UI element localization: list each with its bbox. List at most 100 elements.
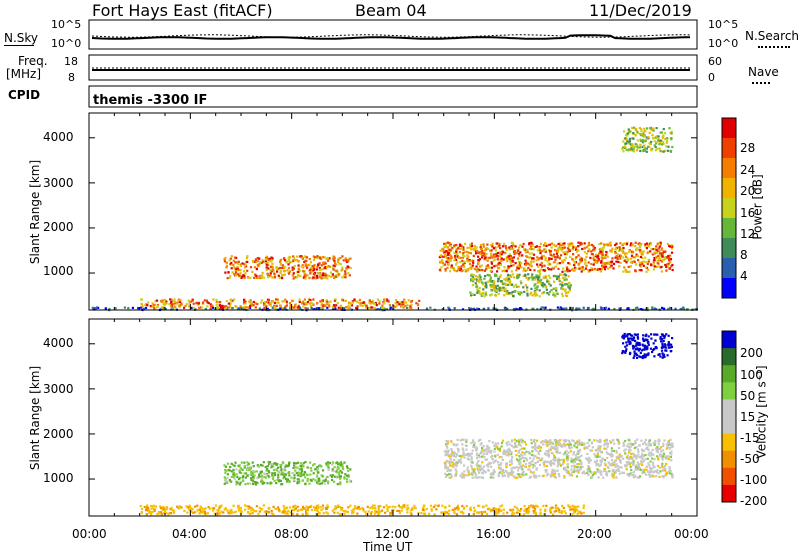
power-cell-3 bbox=[546, 267, 550, 270]
velocity-cell-2 bbox=[648, 474, 652, 477]
velocity-cell-2 bbox=[497, 472, 500, 475]
power-cell-0 bbox=[326, 306, 329, 309]
velocity-cell-2 bbox=[549, 459, 553, 463]
velocity-cell-2 bbox=[564, 451, 567, 454]
power-cell-2 bbox=[237, 260, 240, 263]
velocity-cell-2 bbox=[573, 469, 576, 472]
power-cell-3 bbox=[523, 267, 526, 271]
power-cell-3 bbox=[482, 243, 485, 246]
velocity-cell-2 bbox=[610, 447, 613, 450]
power-cell-2 bbox=[312, 255, 315, 258]
power-cell-4 bbox=[493, 280, 496, 283]
velocity-cell-2 bbox=[554, 456, 557, 459]
power-cell-3 bbox=[547, 243, 550, 246]
velocity-cell-2 bbox=[620, 455, 623, 458]
velocity-cell-2 bbox=[458, 454, 461, 457]
power-cell-5 bbox=[648, 142, 651, 145]
power-cell-2 bbox=[236, 261, 239, 264]
velocity-cell-0 bbox=[194, 510, 197, 513]
velocity-cell-0 bbox=[169, 512, 172, 515]
velocity-cell-2 bbox=[645, 473, 648, 476]
velocity-cell-2 bbox=[599, 459, 602, 462]
power-cell-2 bbox=[313, 274, 316, 277]
power-cell-2 bbox=[241, 275, 244, 278]
power-cell-3 bbox=[606, 262, 609, 265]
power-cell-3 bbox=[447, 241, 450, 244]
power-cell-3 bbox=[663, 250, 666, 253]
power-cell-4 bbox=[503, 278, 506, 281]
power-cell-3 bbox=[542, 244, 546, 247]
power-cell-3 bbox=[470, 248, 473, 251]
velocity-cell-2 bbox=[470, 442, 473, 445]
power-cell-3 bbox=[457, 268, 460, 271]
power-cell-5 bbox=[643, 127, 646, 130]
power-cell-1 bbox=[369, 302, 372, 305]
velocity-cell-0 bbox=[441, 504, 444, 507]
power-cell-5 bbox=[666, 137, 669, 140]
power-cell-5 bbox=[639, 149, 642, 153]
power-cell-4 bbox=[471, 277, 474, 280]
velocity-panel bbox=[88, 318, 698, 517]
power-cell-3 bbox=[585, 255, 588, 258]
velocity-cell-3 bbox=[637, 349, 640, 352]
power-cell-3 bbox=[528, 242, 531, 245]
velocity-cell-2 bbox=[671, 474, 674, 477]
power-cell-1 bbox=[302, 305, 305, 308]
velocity-cell-2 bbox=[535, 446, 539, 449]
velocity-cell-2 bbox=[667, 440, 670, 443]
velocity-cell-2 bbox=[537, 451, 540, 454]
velocity-cell-2 bbox=[519, 448, 522, 451]
velocity-cell-2 bbox=[523, 465, 527, 468]
power-cell-3 bbox=[584, 267, 587, 270]
power-cell-3 bbox=[516, 257, 520, 260]
power-cell-2 bbox=[255, 261, 258, 264]
velocity-cell-2 bbox=[445, 440, 448, 443]
velocity-cell-3 bbox=[654, 333, 657, 336]
velocity-cell-1 bbox=[260, 475, 263, 478]
velocity-cell-2 bbox=[574, 457, 577, 460]
power-cell-5 bbox=[657, 135, 660, 138]
power-cell-5 bbox=[651, 133, 654, 137]
power-cell-3 bbox=[524, 259, 527, 262]
velocity-cell-0 bbox=[255, 505, 258, 508]
power-cell-4 bbox=[507, 291, 511, 295]
velocity-cell-0 bbox=[440, 511, 443, 514]
power-cell-3 bbox=[557, 247, 560, 250]
velocity-cell-2 bbox=[510, 472, 514, 475]
velocity-cell-2 bbox=[634, 467, 637, 470]
velocity-cell-3 bbox=[626, 333, 629, 336]
velocity-cell-2 bbox=[556, 446, 559, 449]
velocity-cell-2 bbox=[611, 454, 614, 457]
velocity-cell-1 bbox=[239, 481, 242, 484]
power-cell-4 bbox=[567, 291, 570, 294]
power-cell-2 bbox=[273, 272, 276, 275]
power-cell-3 bbox=[468, 259, 471, 262]
power-cell-2 bbox=[287, 263, 290, 266]
power-cell-1 bbox=[209, 307, 212, 310]
velocity-cell-2 bbox=[629, 455, 632, 459]
power-cell-4 bbox=[567, 275, 570, 278]
velocity-cell-2 bbox=[581, 471, 584, 475]
velocity-cell-2 bbox=[446, 453, 449, 457]
power-cell-3 bbox=[642, 264, 645, 267]
velocity-cell-1 bbox=[252, 479, 255, 482]
velocity-cell-2 bbox=[595, 461, 598, 464]
power-cell-1 bbox=[347, 304, 350, 307]
velocity-cell-2 bbox=[613, 471, 616, 474]
velocity-cell-2 bbox=[655, 449, 658, 453]
velocity-cell-2 bbox=[641, 450, 644, 453]
power-cell-4 bbox=[471, 275, 475, 278]
power-cell-1 bbox=[144, 304, 147, 307]
velocity-cell-2 bbox=[443, 450, 446, 453]
velocity-cell-2 bbox=[454, 455, 457, 458]
velocity-cell-2 bbox=[605, 442, 608, 446]
power-cell-3 bbox=[573, 262, 576, 265]
power-cell-2 bbox=[231, 271, 234, 274]
velocity-cell-1 bbox=[275, 468, 278, 471]
power-cell-1 bbox=[289, 304, 292, 307]
velocity-cell-2 bbox=[578, 448, 581, 451]
velocity-cell-1 bbox=[338, 462, 341, 465]
velocity-cell-2 bbox=[595, 459, 598, 462]
power-cell-4 bbox=[569, 284, 573, 287]
power-cell-1 bbox=[223, 305, 226, 308]
